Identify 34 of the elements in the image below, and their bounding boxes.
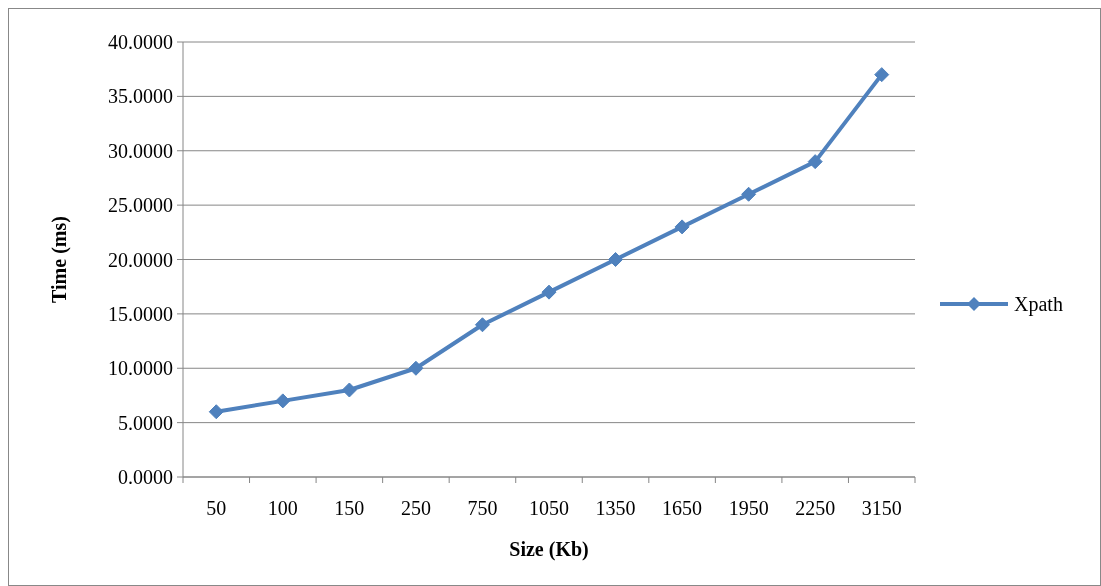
y-tick-label: 40.0000 (108, 31, 173, 53)
x-tick-label: 100 (267, 497, 298, 519)
point (807, 154, 823, 170)
y-tick-label: 5.0000 (118, 411, 173, 434)
point (674, 219, 690, 235)
y-tick-label: 35.0000 (108, 85, 173, 108)
point (874, 67, 890, 83)
point (741, 186, 757, 202)
x-tick-label: 1650 (662, 497, 703, 519)
point (341, 382, 357, 398)
x-tick-label: 150 (334, 497, 365, 519)
point (208, 404, 224, 420)
y-tick-label: 10.0000 (108, 357, 173, 380)
y-tick-label: 30.0000 (108, 139, 173, 162)
point (408, 360, 424, 376)
x-tick-label: 2250 (795, 497, 836, 519)
x-tick-label: 1050 (529, 497, 569, 519)
x-tick-label: 250 (400, 497, 431, 519)
y-tick-label: 0.0000 (118, 466, 173, 488)
x-tick-label: 750 (467, 497, 498, 519)
point (608, 252, 624, 267)
y-tick-label: 15.0000 (108, 302, 173, 325)
x-tick-label: 3150 (861, 497, 902, 519)
x-axis-title: Size (Kb) (509, 538, 589, 561)
y-axis-title: Time (ms) (48, 216, 71, 303)
point (474, 317, 490, 333)
y-tick-label: 25.0000 (108, 194, 173, 217)
point (541, 284, 557, 300)
x-tick-label: 50 (206, 497, 227, 519)
legend-label: Xpath (1014, 293, 1063, 316)
x-tick-label: 1950 (728, 497, 769, 519)
x-tick-label: 1350 (595, 497, 636, 519)
y-tick-label: 20.0000 (108, 248, 173, 271)
point (275, 393, 291, 409)
